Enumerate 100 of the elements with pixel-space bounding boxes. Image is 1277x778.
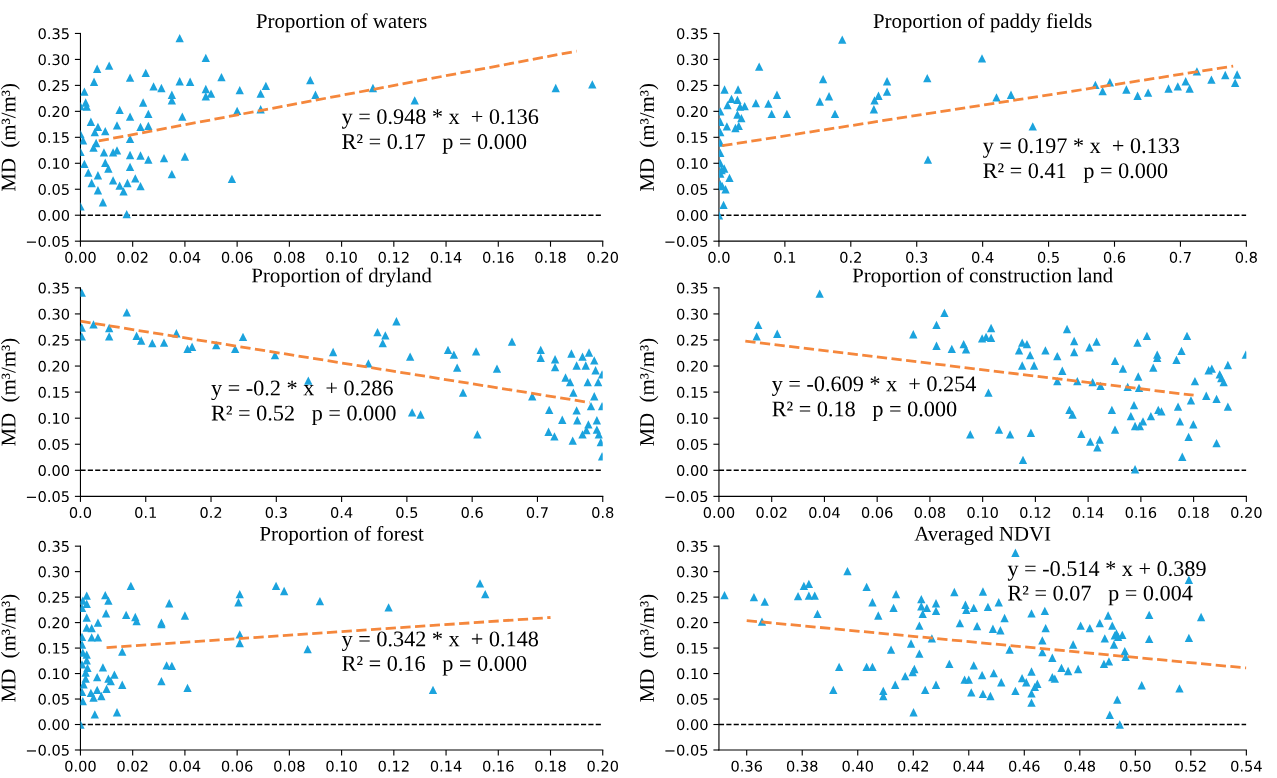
x-tick-label: 0.00 [703,507,735,519]
x-tick-label: 0.52 [1175,760,1206,772]
y-axis-title: MD (m³/m³) [0,83,20,191]
x-tick-label: 0.04 [169,760,201,772]
y-tick-label: 0.05 [38,438,69,450]
x-tick-label: 0.02 [117,760,148,772]
x-tick-label: 0.6 [461,507,483,519]
y-tick-label: 0.35 [38,28,69,40]
y-tick-label: 0.20 [38,106,70,118]
annotation: y = -0.514 * x + 0.389 [1007,561,1206,581]
x-tick-label: 0.8 [1235,251,1257,263]
y-tick-label: 0.10 [677,668,708,680]
x-tick-label: 0.14 [430,251,462,263]
y-tick-label: −0.05 [665,235,708,247]
y-tick-label: 0.05 [677,438,708,450]
x-tick-label: 0.04 [169,251,201,263]
annotation: R² = 0.17 p = 0.000 [342,134,527,154]
y-tick-label: 0.30 [677,566,708,578]
y-tick-label: 0.00 [677,209,708,221]
y-tick-label: 0.30 [38,566,70,578]
x-tick-label: 0.38 [786,760,818,772]
y-tick-label: 0.05 [38,693,69,705]
y-tick-label: 0.30 [38,308,70,320]
annotation: y = 0.948 * x + 0.136 [341,109,539,129]
chart-title: Proportion of paddy fields [873,13,1092,33]
x-tick-label: 0.48 [1064,760,1096,772]
annotation: R² = 0.16 p = 0.000 [342,655,527,676]
x-tick-label: 0.44 [953,760,985,772]
x-tick-label: 0.06 [861,507,893,519]
y-tick-label: 0.25 [38,591,69,603]
y-tick-label: 0.25 [38,80,69,92]
x-tick-label: 0.46 [1009,760,1040,772]
x-tick-label: 0.54 [1231,760,1262,772]
y-tick-label: 0.35 [677,282,708,294]
x-tick-label: 0.1 [135,507,156,519]
y-tick-label: −0.05 [665,744,708,756]
y-tick-label: 0.05 [677,183,708,195]
annotation: y = 0.197 * x + 0.133 [982,138,1180,158]
y-tick-label: 0.10 [677,158,708,170]
y-tick-label: 0.15 [677,642,708,654]
x-tick-label: 0.06 [221,760,253,772]
x-tick-label: 0.18 [1178,507,1209,519]
annotation: R² = 0.18 p = 0.000 [772,401,957,421]
x-tick-label: 0.7 [1169,251,1191,263]
x-tick-label: 0.00 [65,251,96,263]
y-tick-label: 0.15 [677,386,708,398]
x-tick-label: 0.50 [1120,760,1151,772]
annotation: y = -0.2 * x + 0.286 [211,380,393,401]
y-axis-title: MD (m³/m³) [639,338,659,446]
x-tick-label: 0.7 [526,507,548,519]
y-tick-label: 0.00 [38,719,70,731]
x-tick-label: 0.20 [1231,507,1262,519]
y-tick-label: 0.10 [38,668,70,680]
x-tick-label: 0.16 [483,760,514,772]
x-tick-label: 0.10 [326,760,357,772]
x-tick-label: 0.12 [1020,507,1051,519]
y-tick-label: 0.00 [677,719,708,731]
y-tick-label: 0.35 [38,540,69,552]
y-tick-label: 0.20 [38,360,70,372]
x-tick-label: 0.2 [200,507,222,519]
y-tick-label: 0.10 [38,412,70,424]
x-tick-label: 0.18 [535,251,566,263]
y-tick-label: 0.20 [38,617,70,629]
y-tick-label: 0.35 [677,28,708,40]
x-tick-label: 0.5 [1037,251,1059,263]
y-tick-label: 0.20 [677,360,708,372]
x-tick-label: 0.02 [756,507,787,519]
x-tick-label: 0.4 [972,251,994,263]
y-tick-label: 0.00 [38,465,70,477]
y-tick-label: −0.05 [26,744,69,756]
y-tick-label: 0.15 [38,386,69,398]
x-tick-label: 0.06 [221,251,253,263]
x-tick-label: 0.3 [906,251,928,263]
annotation: y = -0.609 * x + 0.254 [771,376,977,396]
y-tick-label: 0.10 [38,158,70,170]
x-tick-label: 0.0 [69,507,92,519]
y-tick-label: 0.25 [38,334,69,346]
x-tick-label: 0.4 [330,507,353,519]
x-tick-label: 0.8 [592,507,614,519]
x-tick-label: 0.14 [1072,507,1104,519]
y-tick-label: −0.05 [26,491,69,503]
y-tick-label: 0.20 [677,106,708,118]
x-tick-label: 0.2 [840,251,861,263]
y-axis-title: MD (m³/m³) [639,594,659,702]
y-tick-label: −0.05 [26,235,69,247]
annotation: R² = 0.52 p = 0.000 [211,405,396,426]
x-tick-label: 0.04 [809,507,840,519]
chart-title: Proportion of forest [260,525,424,546]
x-tick-label: 0.42 [897,760,929,772]
x-tick-label: 0.16 [1125,507,1157,519]
x-tick-label: 0.5 [396,507,418,519]
y-tick-label: 0.05 [38,183,69,195]
y-tick-label: −0.05 [665,491,708,503]
x-tick-label: 0.1 [774,251,796,263]
y-tick-label: 0.15 [38,132,69,144]
y-tick-label: 0.30 [677,308,708,320]
x-tick-label: 0.16 [483,251,514,263]
y-tick-label: 0.30 [38,54,70,66]
y-tick-label: 0.00 [677,465,708,477]
y-axis-title: MD (m³/m³) [0,338,20,446]
